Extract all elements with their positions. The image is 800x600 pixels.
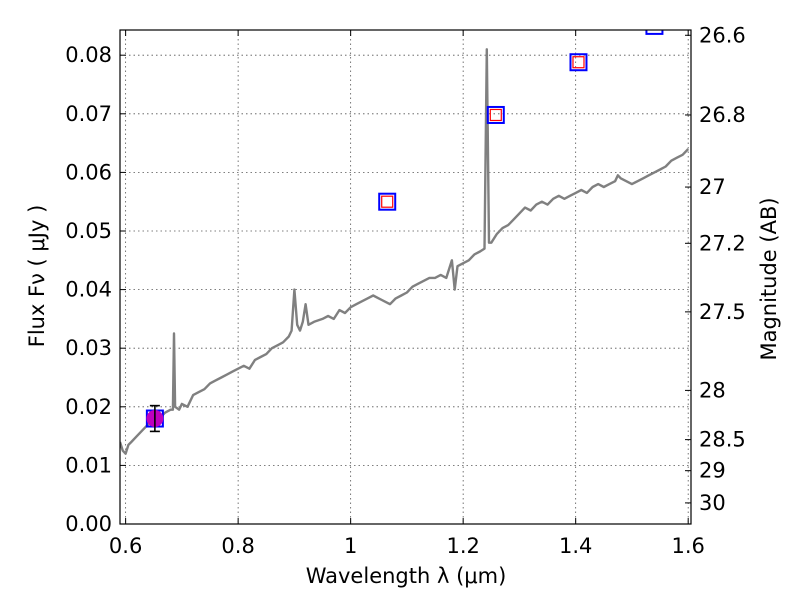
y2-tick-label: 26.8: [699, 103, 746, 127]
photometry-square-red: [572, 56, 585, 69]
photometry-square-blue: [486, 105, 505, 124]
y-tick-label: 0.06: [65, 160, 112, 184]
y-tick-label: 0.00: [65, 512, 112, 536]
plot-border: [119, 29, 692, 525]
y-tick-label: 0.01: [65, 453, 112, 477]
y2-tick-label: 30: [699, 491, 726, 515]
photometry-square-red: [381, 195, 394, 208]
x-tick-label: 0.8: [221, 534, 254, 558]
x-axis: 0.6 0.8 1 1.2 1.4 1.6: [109, 30, 705, 558]
y2-axis-label: Magnitude (AB): [757, 197, 781, 360]
x-tick-label: 1.4: [559, 534, 592, 558]
plot-area: [120, 30, 690, 455]
y2-tick-label: 27: [699, 175, 726, 199]
y-tick-label: 0.02: [65, 395, 112, 419]
y2-tick-label: 28.5: [699, 428, 746, 452]
grid: [120, 30, 691, 525]
y2-tick-label: 27.5: [699, 300, 746, 324]
x-tick-label: 0.6: [109, 534, 142, 558]
spectrum-line: [120, 48, 690, 455]
y2-tick-label: 28: [699, 378, 726, 402]
y-tick-label: 0.03: [65, 336, 112, 360]
y-axis-flux: 0.00 0.01 0.02 0.03 0.04 0.05 0.06 0.07 0.08: [65, 43, 126, 536]
y2-tick-label: 29: [699, 459, 726, 483]
y-tick-label: 0.07: [65, 102, 112, 126]
x-tick-label: 1.6: [671, 534, 704, 558]
photometry-square-red: [489, 108, 502, 122]
y-tick-label: 0.08: [65, 43, 112, 67]
photometry-square-blue: [378, 192, 397, 211]
y2-tick-label: 26.6: [699, 23, 746, 47]
y2-tick-label: 27.2: [699, 231, 746, 255]
y-axis-magnitude: 26.6 26.8 27 27.2 27.5 28 28.5 29 30: [685, 23, 746, 515]
y-tick-label: 0.04: [65, 278, 112, 302]
photometry-square-blue: [645, 30, 664, 35]
y-tick-label: 0.05: [65, 219, 112, 243]
x-tick-label: 1: [344, 534, 357, 558]
photometry-square-blue: [569, 53, 588, 72]
x-tick-label: 1.2: [446, 534, 479, 558]
plot-frame: [119, 29, 692, 525]
x-axis-label: Wavelength λ (μm): [306, 564, 507, 588]
y-axis-label: Flux Fν ( μJy ): [25, 205, 49, 348]
